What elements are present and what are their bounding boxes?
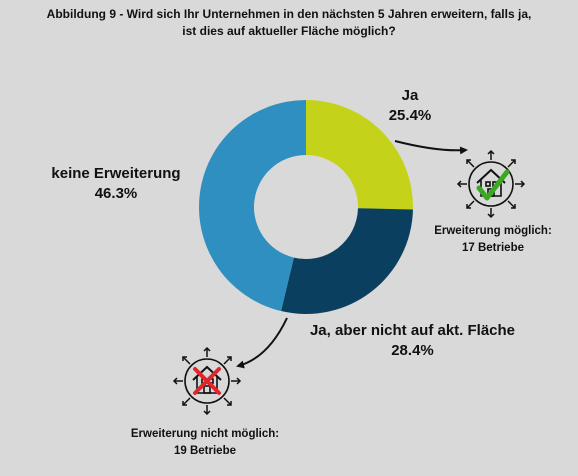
label-ja-aber-name: Ja, aber nicht auf akt. Fläche: [309, 322, 516, 339]
annotation-possible-line1: Erweiterung möglich:: [434, 225, 552, 237]
label-ja-aber: Ja, aber nicht auf akt. Fläche 28.4%: [290, 321, 535, 361]
annotation-possible: Erweiterung möglich: 17 Betriebe: [418, 223, 568, 257]
arrow-to-not-possible: [236, 317, 288, 369]
arrow-to-possible: [394, 140, 468, 155]
annotation-possible-line2: 17 Betriebe: [461, 242, 524, 254]
label-ja: Ja 25.4%: [380, 86, 440, 126]
label-ja-aber-value: 28.4%: [391, 342, 434, 359]
donut-chart: [198, 100, 414, 314]
donut-slice-2: [198, 100, 306, 312]
label-keine-erweiterung-name: keine Erweiterung: [51, 165, 181, 182]
label-keine-erweiterung: keine Erweiterung 46.3%: [36, 164, 196, 204]
donut-slice-0: [306, 100, 414, 210]
annotation-not-possible: Erweiterung nicht möglich: 19 Betriebe: [110, 426, 300, 460]
label-ja-value: 25.4%: [388, 107, 432, 124]
house-expand-cross-icon: [172, 346, 242, 416]
house-expand-check-icon: [456, 149, 526, 219]
chart-title: Abbildung 9 - Wird sich Ihr Unternehmen …: [0, 6, 578, 40]
chart-title-line-2: ist dies auf aktueller Fläche möglich?: [182, 24, 396, 38]
chart-title-line-1: Abbildung 9 - Wird sich Ihr Unternehmen …: [46, 7, 532, 21]
annotation-not-possible-line1: Erweiterung nicht möglich:: [130, 428, 280, 440]
donut-slice-1: [281, 208, 413, 314]
label-ja-name: Ja: [401, 87, 419, 104]
annotation-not-possible-line2: 19 Betriebe: [173, 445, 236, 457]
label-keine-erweiterung-value: 46.3%: [94, 185, 138, 202]
